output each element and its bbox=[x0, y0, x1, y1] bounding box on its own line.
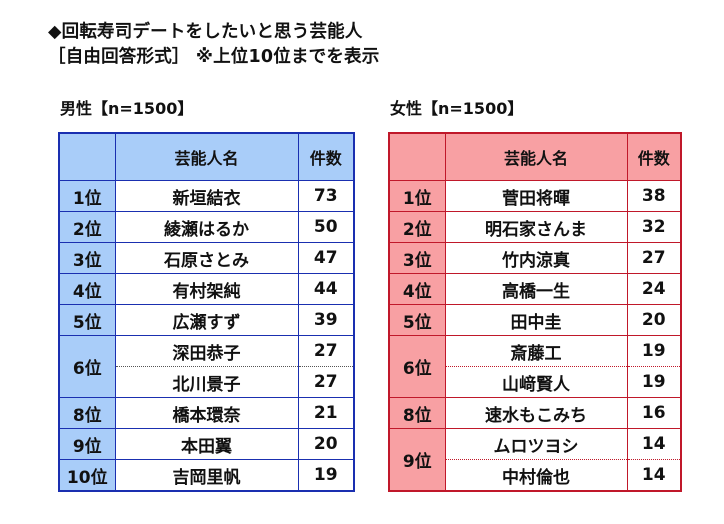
name-cell: 中村倫也 bbox=[444, 459, 628, 492]
header-rank bbox=[388, 132, 446, 181]
name-cell: 橋本環奈 bbox=[114, 397, 299, 429]
table-row: 3位 竹内涼真 27 bbox=[388, 242, 682, 274]
name-cell: 石原さとみ bbox=[114, 242, 299, 274]
rank-cell: 9位 bbox=[58, 428, 116, 460]
name-cell: 竹内涼真 bbox=[444, 242, 628, 274]
table-row: 8位 速水もこみち 16 bbox=[388, 397, 682, 429]
count-cell: 19 bbox=[626, 335, 682, 367]
rank-cell: 1位 bbox=[58, 180, 116, 212]
rank-cell: 8位 bbox=[388, 397, 446, 429]
rank-cell: 4位 bbox=[58, 273, 116, 305]
count-cell: 44 bbox=[297, 273, 355, 305]
rank-cell: 2位 bbox=[58, 211, 116, 243]
table-row: 9位 本田翼 20 bbox=[58, 428, 355, 460]
rank-cell: 5位 bbox=[388, 304, 446, 336]
count-cell: 14 bbox=[626, 459, 682, 492]
title-subtitle: ［自由回答形式］ ※上位10位までを表示 bbox=[48, 47, 380, 67]
count-cell: 39 bbox=[297, 304, 355, 336]
table-row: 10位 吉岡里帆 19 bbox=[58, 459, 355, 492]
table-header-row: 芸能人名 件数 bbox=[388, 132, 682, 181]
name-cell: 斎藤工 bbox=[444, 335, 628, 367]
count-cell: 20 bbox=[297, 428, 355, 460]
table-row: 4位 有村架純 44 bbox=[58, 273, 355, 305]
table-row: 2位 綾瀬はるか 50 bbox=[58, 211, 355, 243]
name-cell: ムロツヨシ bbox=[444, 428, 628, 460]
name-cell: 本田翼 bbox=[114, 428, 299, 460]
name-cell: 速水もこみち bbox=[444, 397, 628, 429]
name-cell: 菅田将暉 bbox=[444, 180, 628, 212]
table-row: 1位 菅田将暉 38 bbox=[388, 180, 682, 212]
count-cell: 20 bbox=[626, 304, 682, 336]
header-rank bbox=[58, 132, 116, 181]
table-header-row: 芸能人名 件数 bbox=[58, 132, 355, 181]
female-ranking-table: 芸能人名 件数 1位 菅田将暉 38 2位 明石家さんま 32 3位 竹内涼真 … bbox=[388, 132, 682, 492]
male-ranking-table: 芸能人名 件数 1位 新垣結衣 73 2位 綾瀬はるか 50 3位 石原さとみ … bbox=[58, 132, 355, 492]
count-cell: 19 bbox=[626, 366, 682, 398]
count-cell: 47 bbox=[297, 242, 355, 274]
count-cell: 16 bbox=[626, 397, 682, 429]
rank-cell: 9位 bbox=[388, 428, 446, 492]
count-cell: 19 bbox=[297, 459, 355, 492]
table-row: 9位 ムロツヨシ 14 bbox=[388, 428, 682, 492]
name-cell: 有村架純 bbox=[114, 273, 299, 305]
rank-cell: 6位 bbox=[388, 335, 446, 398]
name-cell: 広瀬すず bbox=[114, 304, 299, 336]
rank-cell: 10位 bbox=[58, 459, 116, 492]
count-cell: 73 bbox=[297, 180, 355, 212]
name-cell: 新垣結衣 bbox=[114, 180, 299, 212]
male-section-label: 男性【n=1500】 bbox=[60, 99, 194, 118]
rank-cell: 5位 bbox=[58, 304, 116, 336]
count-cell: 32 bbox=[626, 211, 682, 243]
rank-cell: 4位 bbox=[388, 273, 446, 305]
header-count: 件数 bbox=[626, 132, 682, 181]
name-cell: 田中圭 bbox=[444, 304, 628, 336]
rank-cell: 3位 bbox=[58, 242, 116, 274]
table-row: 6位 斎藤工 19 bbox=[388, 335, 682, 398]
name-cell: 深田恭子 bbox=[114, 335, 299, 367]
count-cell: 27 bbox=[626, 242, 682, 274]
rank-cell: 6位 bbox=[58, 335, 116, 398]
rank-cell: 2位 bbox=[388, 211, 446, 243]
table-row: 8位 橋本環奈 21 bbox=[58, 397, 355, 429]
table-row: 3位 石原さとみ 47 bbox=[58, 242, 355, 274]
count-cell: 38 bbox=[626, 180, 682, 212]
name-cell: 綾瀬はるか bbox=[114, 211, 299, 243]
table-row: 中村倫也 14 bbox=[389, 459, 682, 492]
table-row: 2位 明石家さんま 32 bbox=[388, 211, 682, 243]
female-section-label: 女性【n=1500】 bbox=[390, 99, 524, 118]
header-name: 芸能人名 bbox=[114, 132, 299, 181]
rank-cell: 3位 bbox=[388, 242, 446, 274]
count-cell: 27 bbox=[297, 366, 355, 398]
name-cell: 北川景子 bbox=[114, 366, 299, 398]
count-cell: 14 bbox=[626, 428, 682, 460]
table-row: 5位 広瀬すず 39 bbox=[58, 304, 355, 336]
name-cell: 山﨑賢人 bbox=[444, 366, 628, 398]
table-row: 1位 新垣結衣 73 bbox=[58, 180, 355, 212]
name-cell: 高橋一生 bbox=[444, 273, 628, 305]
count-cell: 50 bbox=[297, 211, 355, 243]
count-cell: 27 bbox=[297, 335, 355, 367]
rank-cell: 8位 bbox=[58, 397, 116, 429]
rank-cell: 1位 bbox=[388, 180, 446, 212]
table-row: 5位 田中圭 20 bbox=[388, 304, 682, 336]
title-main: ◆回転寿司デートをしたいと思う芸能人 bbox=[48, 22, 363, 42]
header-count: 件数 bbox=[297, 132, 355, 181]
table-row: 北川景子 27 bbox=[59, 366, 355, 398]
count-cell: 21 bbox=[297, 397, 355, 429]
count-cell: 24 bbox=[626, 273, 682, 305]
name-cell: 吉岡里帆 bbox=[114, 459, 299, 492]
header-name: 芸能人名 bbox=[444, 132, 628, 181]
name-cell: 明石家さんま bbox=[444, 211, 628, 243]
page-title: ◆回転寿司デートをしたいと思う芸能人 ［自由回答形式］ ※上位10位までを表示 bbox=[48, 20, 379, 70]
table-row: 4位 高橋一生 24 bbox=[388, 273, 682, 305]
table-row: 6位 深田恭子 27 bbox=[58, 335, 355, 398]
